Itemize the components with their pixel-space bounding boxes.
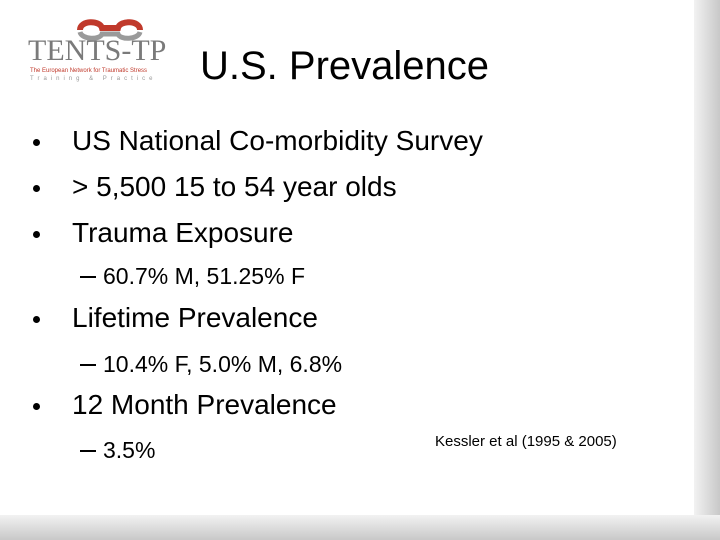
bullet xyxy=(33,403,40,410)
bullet xyxy=(33,185,40,192)
logo-icon xyxy=(77,19,143,41)
dash xyxy=(80,450,96,452)
frame xyxy=(0,515,720,540)
slide-title: U.S. Prevalence xyxy=(200,44,490,88)
sub-bullet-text: 3.5% xyxy=(103,437,156,463)
dash xyxy=(80,364,96,366)
bullet-text: > 5,500 15 to 54 year olds xyxy=(72,171,397,202)
logo-tagline: The European Network for Traumatic Stres… xyxy=(30,68,148,74)
frame xyxy=(694,0,720,540)
bullet xyxy=(33,139,40,146)
bullet xyxy=(33,316,40,323)
dash xyxy=(80,276,96,278)
bullet-text: 12 Month Prevalence xyxy=(72,389,337,420)
bullet-text: Trauma Exposure xyxy=(72,217,294,248)
logo-subtitle: Training & Practice xyxy=(30,76,157,82)
citation: Kessler et al (1995 & 2005) xyxy=(435,433,617,450)
sub-bullet-text: 10.4% F, 5.0% M, 6.8% xyxy=(103,351,343,377)
bullet xyxy=(33,231,40,238)
logo-name: TENTS-TP xyxy=(28,34,167,67)
logo-swirl xyxy=(77,19,143,31)
bullet-text: US National Co-morbidity Survey xyxy=(72,125,483,156)
logo-swirl xyxy=(77,30,143,41)
bullet-text: Lifetime Prevalence xyxy=(72,302,318,333)
sub-bullet-text: 60.7% M, 51.25% F xyxy=(103,263,305,289)
